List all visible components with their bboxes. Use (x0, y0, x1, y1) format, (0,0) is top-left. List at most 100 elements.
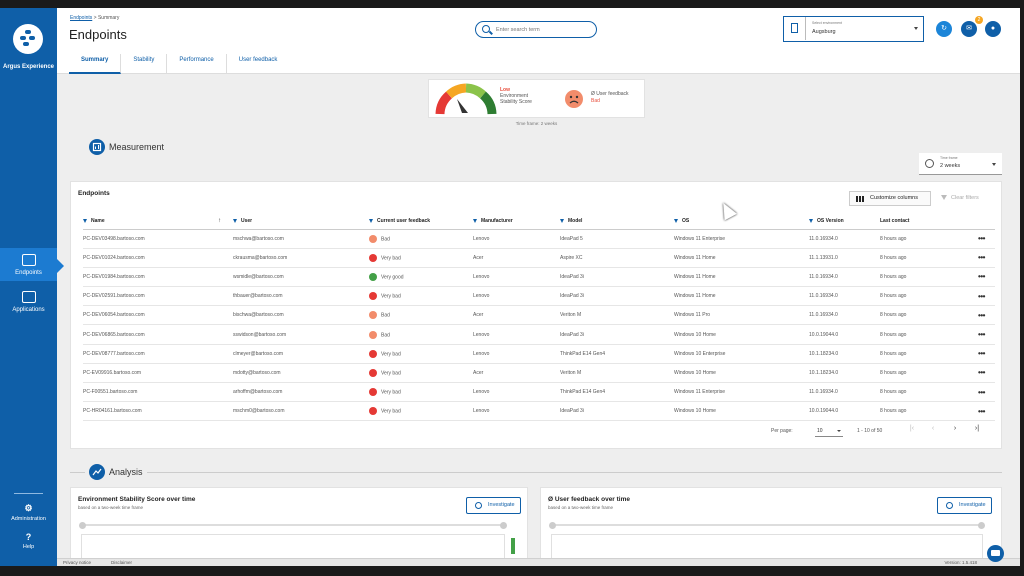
column-header-feedback[interactable]: Current user feedback (369, 214, 473, 230)
messages-button[interactable]: ✉ (961, 21, 977, 37)
cell-manufacturer: Lenovo (473, 382, 560, 403)
cell-user-text: sswidson@bartoso.com (233, 331, 287, 338)
table-row[interactable]: PC-F00551.bartoso.com arhoffm@bartoso.com… (83, 382, 995, 403)
column-header-os-version[interactable]: OS Version (809, 214, 880, 230)
sidebar-item-endpoints[interactable]: Endpoints (0, 248, 64, 281)
row-actions-menu[interactable]: ••• (968, 305, 995, 326)
column-label: Model (568, 218, 583, 225)
cell-os: Windows 11 Enterprise (674, 382, 809, 403)
last-page-button[interactable]: ›| (974, 425, 980, 432)
tab-summary[interactable]: Summary (69, 54, 122, 74)
table-row[interactable]: PC-DEV02591.bartoso.com thbauer@bartoso.c… (83, 286, 995, 307)
tab-stability[interactable]: Stability (121, 54, 168, 74)
row-actions-menu[interactable]: ••• (968, 363, 995, 384)
filter-icon[interactable] (369, 218, 373, 223)
chat-button[interactable] (987, 545, 1004, 562)
feedback-value: Bad (591, 98, 600, 104)
slider-handle-end[interactable] (978, 521, 985, 529)
timeframe-select[interactable]: Time frame 2 weeks (919, 153, 1002, 175)
cell-user: thbauer@bartoso.com (233, 286, 369, 307)
row-actions-menu[interactable]: ••• (968, 382, 995, 403)
disclaimer-link[interactable]: Disclaimer (111, 560, 133, 565)
row-actions-menu[interactable]: ••• (968, 286, 995, 307)
cell-model: IdeaPad 3i (560, 286, 674, 307)
next-page-button[interactable]: › (953, 425, 957, 432)
filter-icon[interactable] (473, 218, 477, 223)
column-header-user[interactable]: User (233, 214, 369, 230)
investigate-button[interactable]: Investigate (937, 497, 992, 514)
column-label: OS (682, 218, 690, 225)
time-range-slider[interactable] (79, 521, 507, 529)
clear-filters-button[interactable]: Clear filters (935, 191, 995, 206)
row-actions-menu[interactable]: ••• (968, 401, 995, 422)
table-row[interactable]: PC-HR04161.bartoso.com mschm0@bartoso.com… (83, 401, 995, 422)
endpoints-table: Name ↑ User Current user feedback Manufac… (83, 214, 995, 422)
row-actions-menu[interactable]: ••• (968, 229, 995, 249)
column-header-name[interactable]: Name ↑ (83, 214, 233, 230)
slider-handle-end[interactable] (500, 521, 507, 529)
cell-last-contact-text: 8 hours ago (880, 389, 907, 396)
investigate-button[interactable]: Investigate (466, 497, 521, 514)
column-header-manufacturer[interactable]: Manufacturer (473, 214, 560, 230)
sidebar-item-applications[interactable]: Applications (0, 288, 57, 321)
table-row[interactable]: PC-DEV06054.bartoso.com bischwa@bartoso.c… (83, 305, 995, 326)
cell-user: mschwa@bartoso.com (233, 229, 369, 249)
slider-handle-start[interactable] (79, 521, 86, 529)
building-icon (784, 17, 806, 40)
filter-icon[interactable] (233, 218, 237, 223)
cell-model: Veriton M (560, 363, 674, 384)
breadcrumb-link-endpoints[interactable]: Endpoints (70, 15, 93, 21)
sort-up-icon[interactable]: ↑ (218, 218, 221, 225)
column-header-last-contact[interactable]: Last contact (880, 214, 968, 230)
table-row[interactable]: PC-DEV08777.bartoso.com clmeyer@bartoso.c… (83, 344, 995, 364)
table-row[interactable]: PC-DEV01984.bartoso.com wsmidle@bartoso.c… (83, 267, 995, 288)
tab-user-feedback[interactable]: User feedback (238, 57, 278, 63)
filter-icon[interactable] (560, 218, 564, 223)
slider-handle-start[interactable] (549, 521, 556, 529)
customize-columns-button[interactable]: Customize columns (849, 191, 931, 206)
per-page-select[interactable]: 10 (815, 426, 843, 437)
previous-page-button[interactable]: ‹ (931, 425, 935, 432)
environment-select[interactable]: Select environment Augsburg (783, 16, 924, 42)
argus-logo-icon[interactable] (13, 24, 43, 54)
search-icon[interactable] (482, 25, 490, 33)
refresh-button[interactable]: ↻ (936, 21, 952, 37)
time-range-slider[interactable] (549, 521, 985, 529)
cell-model-text: IdeaPad 3i (560, 408, 584, 415)
cell-last-contact-text: 8 hours ago (880, 235, 907, 242)
search-input[interactable] (496, 25, 592, 35)
cell-user-text: wsmidle@bartoso.com (233, 273, 284, 280)
row-actions-menu[interactable]: ••• (968, 344, 995, 364)
cell-last-contact: 8 hours ago (880, 324, 968, 345)
column-header-os[interactable]: OS (674, 214, 809, 230)
sidebar-item-help[interactable]: ? Help (0, 532, 57, 550)
cell-last-contact: 8 hours ago (880, 267, 968, 288)
cell-manufacturer: Lenovo (473, 229, 560, 249)
table-row[interactable]: PC-EV09916.bartoso.com mdotty@bartoso.com… (83, 363, 995, 384)
filter-icon[interactable] (83, 218, 87, 223)
user-profile-button[interactable]: ● (985, 21, 1001, 37)
cell-feedback: Bad (369, 324, 473, 345)
column-label: User (241, 218, 253, 225)
tab-performance[interactable]: Performance (167, 54, 227, 74)
magnifier-icon (475, 502, 482, 509)
filter-icon[interactable] (674, 218, 678, 223)
cell-name: PC-DEV01024.bartoso.com (83, 248, 233, 268)
refresh-icon: ↻ (941, 25, 947, 32)
row-actions-menu[interactable]: ••• (968, 324, 995, 345)
privacy-notice-link[interactable]: Privacy notice (63, 560, 92, 565)
row-actions-menu[interactable]: ••• (968, 248, 995, 268)
first-page-button[interactable]: |‹ (909, 425, 915, 432)
filter-icon[interactable] (809, 218, 813, 223)
row-actions-menu[interactable]: ••• (968, 267, 995, 288)
table-row[interactable]: PC-DEV06865.bartoso.com sswidson@bartoso.… (83, 324, 995, 345)
column-header-model[interactable]: Model (560, 214, 674, 230)
table-header-row: Name ↑ User Current user feedback Manufac… (83, 214, 995, 230)
table-row[interactable]: PC-DEV01024.bartoso.com ckrausma@bartoso.… (83, 248, 995, 268)
table-row[interactable]: PC-DEV03498.bartoso.com mschwa@bartoso.co… (83, 229, 995, 249)
cell-os-version-text: 11.0.16934.0 (809, 235, 838, 242)
cell-last-contact-text: 8 hours ago (880, 350, 907, 357)
cell-os-text: Windows 11 Home (674, 293, 716, 300)
cell-model-text: Aspire XC (560, 254, 583, 261)
sidebar-item-administration[interactable]: ⚙ Administration (0, 503, 57, 522)
